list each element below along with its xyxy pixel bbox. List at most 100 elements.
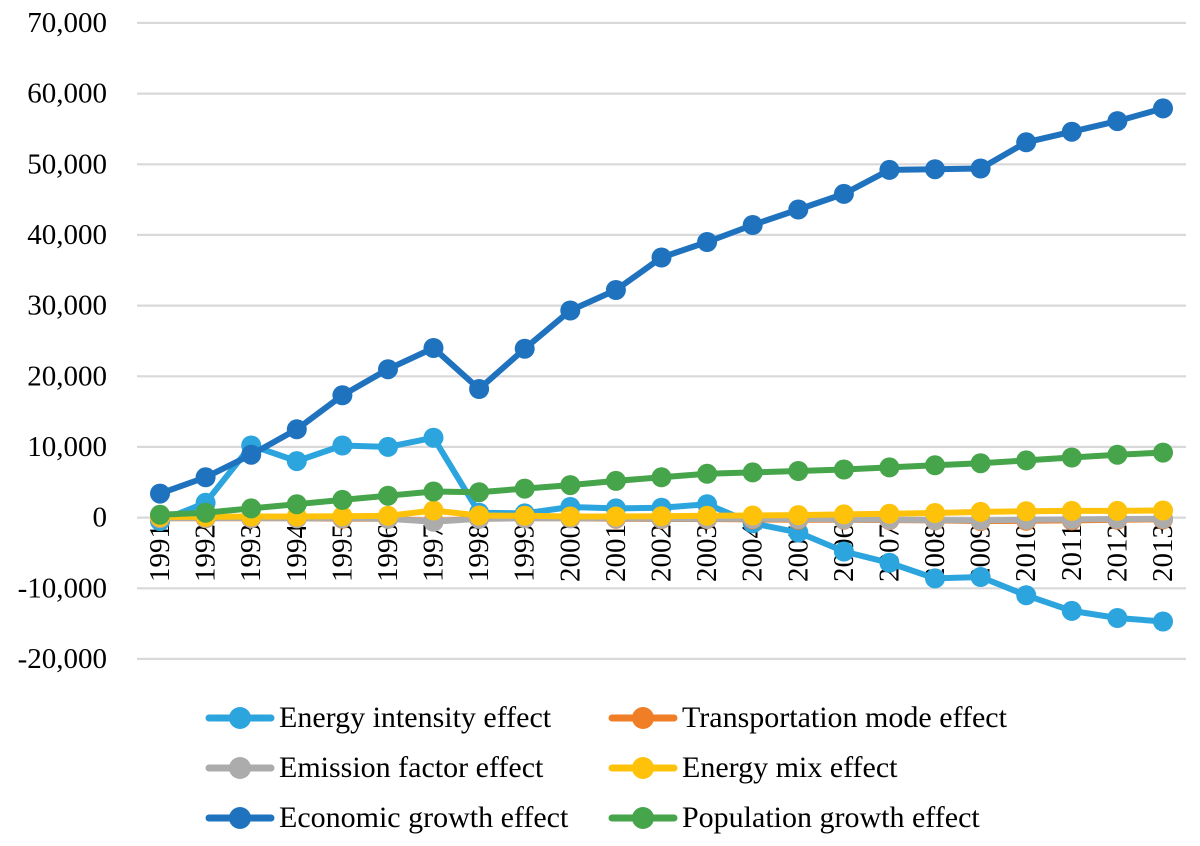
data-point-marker (1107, 111, 1128, 132)
data-point-marker (1061, 600, 1082, 621)
data-point-marker (970, 567, 991, 587)
data-point-marker (833, 504, 854, 525)
data-point-marker (332, 435, 353, 456)
data-point-marker (879, 159, 900, 180)
data-point-marker (469, 505, 490, 526)
series-line (157, 105, 1166, 497)
x-axis-tick-label: 1999 (509, 524, 541, 582)
series-population-growth-effect (150, 442, 1173, 525)
data-point-marker (879, 457, 900, 478)
x-axis-tick-label: 2011 (1056, 524, 1088, 581)
data-point-marker (1107, 608, 1128, 628)
legend-item-transportation-mode-effect: Transportation mode effect (608, 698, 1038, 738)
data-point-marker (925, 159, 945, 180)
data-point-marker (742, 215, 763, 235)
data-point-marker (241, 444, 262, 465)
data-point-marker (1153, 442, 1173, 463)
legend-item-economic-growth-effect: Economic growth effect (205, 798, 608, 838)
data-point-marker (332, 385, 353, 406)
data-point-marker (423, 481, 444, 502)
x-axis-tick-label: 1993 (235, 524, 267, 582)
data-point-marker (788, 505, 809, 526)
data-point-marker (970, 158, 991, 179)
data-point-marker (378, 436, 398, 457)
data-point-marker (697, 505, 718, 526)
data-point-marker (970, 453, 991, 474)
data-point-marker (1153, 500, 1173, 521)
y-axis-tick-label: 40,000 (27, 219, 107, 251)
data-point-marker (1016, 501, 1037, 522)
data-point-marker (286, 494, 307, 515)
data-point-marker (605, 280, 626, 300)
legend-label: Transportation mode effect (682, 701, 1007, 734)
data-point-marker (879, 552, 900, 573)
data-point-marker (241, 498, 262, 519)
data-point-marker (970, 501, 991, 522)
legend-label: Energy intensity effect (279, 701, 552, 734)
data-point-marker (1061, 447, 1082, 468)
data-point-marker (1061, 121, 1082, 142)
x-axis-tick-label: 1996 (372, 524, 404, 582)
y-axis-tick-label: 0 (93, 502, 108, 534)
y-axis-tick-label: 50,000 (27, 148, 107, 180)
legend-marker-icon (608, 807, 678, 829)
legend-label: Population growth effect (682, 801, 980, 834)
legend-marker-icon (205, 807, 275, 829)
data-point-marker (788, 199, 809, 220)
data-point-marker (925, 568, 945, 589)
x-axis-tick-label: 2003 (691, 524, 723, 582)
data-point-marker (378, 485, 398, 506)
legend-item-population-growth-effect: Population growth effect (608, 798, 1038, 838)
data-point-marker (423, 427, 444, 448)
data-point-marker (1016, 450, 1037, 471)
x-axis-tick-label: 2001 (600, 524, 632, 582)
legend-label: Energy mix effect (682, 751, 898, 784)
x-axis-tick-label: 2010 (1010, 524, 1042, 582)
data-point-marker (605, 470, 626, 491)
data-point-marker (469, 482, 490, 503)
y-axis-tick-label: 30,000 (27, 290, 107, 322)
data-point-marker (697, 232, 718, 252)
data-point-marker (833, 183, 854, 204)
data-point-marker (1016, 132, 1037, 153)
legend-item-emission-factor-effect: Emission factor effect (205, 748, 608, 788)
gridlines (137, 21, 1186, 661)
data-point-marker (1016, 585, 1037, 606)
chart-legend: Energy intensity effect Transportation mo… (205, 698, 1038, 838)
x-axis-tick-label: 2002 (645, 524, 677, 582)
y-axis-tick-label: 10,000 (27, 431, 107, 463)
legend-label: Economic growth effect (279, 801, 569, 834)
data-point-marker (651, 467, 672, 488)
data-point-marker (195, 502, 216, 523)
data-point-marker (378, 359, 398, 380)
data-point-marker (378, 505, 398, 526)
data-point-marker (150, 504, 170, 525)
data-point-marker (1107, 500, 1128, 521)
data-point-marker (150, 483, 170, 504)
legend-item-energy-mix-effect: Energy mix effect (608, 748, 1038, 788)
data-point-marker (286, 451, 307, 472)
data-point-marker (423, 500, 444, 521)
data-point-marker (742, 505, 763, 526)
x-axis-tick-label: 1995 (326, 524, 358, 582)
data-point-marker (1061, 500, 1082, 521)
legend-marker-icon (205, 757, 275, 779)
data-point-marker (514, 505, 535, 526)
data-point-marker (514, 478, 535, 499)
data-point-marker (560, 475, 581, 496)
y-axis-tick-label: 60,000 (27, 78, 107, 110)
data-point-marker (742, 462, 763, 483)
data-point-marker (1107, 444, 1128, 465)
data-point-marker (925, 503, 945, 523)
x-axis-tick-label: 1992 (190, 524, 222, 582)
x-axis-tick-label: 2012 (1101, 524, 1133, 582)
y-axis-tick-label: -10,000 (18, 572, 107, 604)
data-point-marker (332, 489, 353, 510)
data-point-marker (560, 300, 581, 321)
series-economic-growth-effect (150, 98, 1173, 504)
data-point-marker (833, 459, 854, 480)
x-axis-tick-label: 1994 (281, 524, 313, 583)
data-point-marker (925, 455, 945, 476)
